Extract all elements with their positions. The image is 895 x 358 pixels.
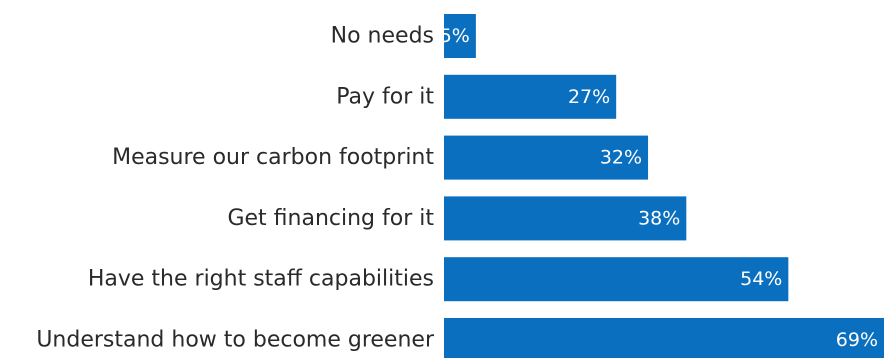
category-label: Have the right staff capabilities — [88, 267, 434, 292]
value-label: 5% — [440, 25, 470, 47]
category-label: Measure our carbon footprint — [112, 145, 434, 170]
category-labels: No needs Pay for it Measure our carbon foo… — [36, 24, 435, 353]
value-labels: 5% 27% 32% 38% 54% 69% — [440, 25, 878, 351]
value-label: 27% — [568, 86, 610, 108]
category-label: Understand how to become greener — [36, 328, 435, 353]
bar — [444, 257, 789, 302]
category-label: Get financing for it — [227, 206, 434, 231]
bar — [444, 14, 476, 58]
category-label: Pay for it — [336, 84, 434, 109]
bars-layer — [444, 14, 884, 358]
bar — [444, 318, 884, 358]
value-label: 32% — [600, 147, 642, 169]
bar — [444, 135, 649, 180]
bar — [444, 196, 687, 241]
value-label: 38% — [638, 207, 680, 229]
category-label: No needs — [331, 24, 434, 49]
bar — [444, 74, 617, 119]
value-label: 54% — [740, 268, 782, 290]
value-label: 69% — [836, 329, 878, 351]
